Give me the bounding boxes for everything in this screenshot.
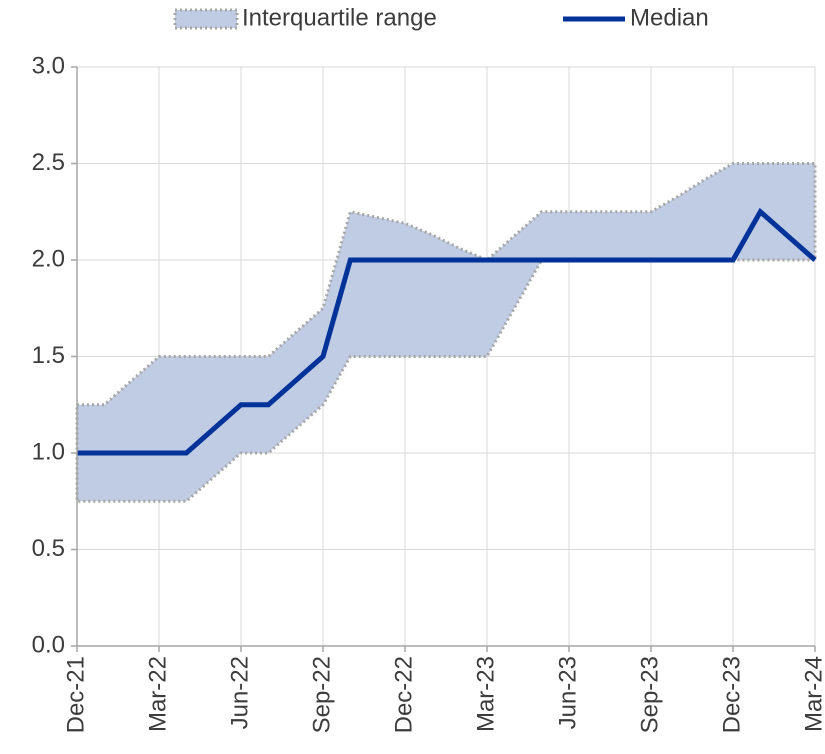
y-tick-label: 0.5 bbox=[32, 535, 65, 562]
y-tick-label: 1.0 bbox=[32, 438, 65, 465]
median-line bbox=[77, 207, 817, 456]
x-tick-label: Sep-23 bbox=[636, 656, 663, 733]
x-tick-label: Dec-21 bbox=[62, 656, 89, 733]
x-tick-label: Jun-23 bbox=[554, 656, 581, 729]
x-tick-label: Mar-24 bbox=[800, 656, 825, 732]
x-tick-label: Dec-22 bbox=[390, 656, 417, 733]
y-tick-label: 1.5 bbox=[32, 342, 65, 369]
x-tick-label: Sep-22 bbox=[308, 656, 335, 733]
y-tick-label: 3.0 bbox=[32, 52, 65, 79]
y-tick-label: 2.5 bbox=[32, 149, 65, 176]
interquartile-band bbox=[75, 162, 817, 503]
legend-label: Interquartile range bbox=[242, 4, 437, 31]
x-tick-label: Mar-23 bbox=[472, 656, 499, 732]
y-tick-label: 2.0 bbox=[32, 245, 65, 272]
y-tick-label: 0.0 bbox=[32, 631, 65, 658]
x-tick-label: Dec-23 bbox=[718, 656, 745, 733]
legend-label: Median bbox=[630, 4, 709, 31]
x-tick-label: Mar-22 bbox=[144, 656, 171, 732]
legend-swatch bbox=[173, 8, 239, 30]
x-tick-label: Jun-22 bbox=[226, 656, 253, 729]
